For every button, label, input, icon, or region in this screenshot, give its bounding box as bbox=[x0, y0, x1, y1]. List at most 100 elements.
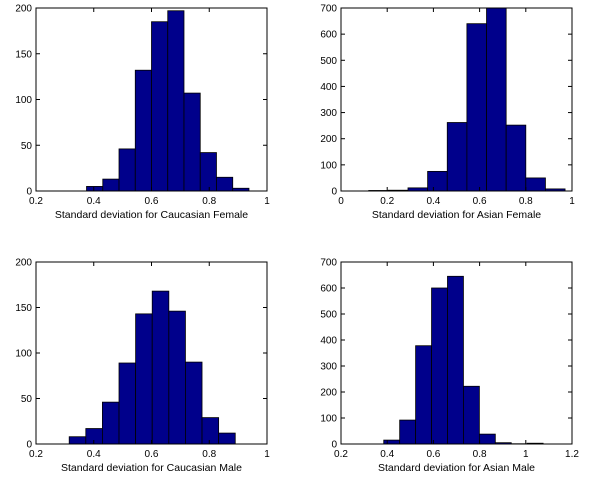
y-tick-label: 50 bbox=[21, 394, 33, 405]
y-tick-label: 700 bbox=[320, 258, 337, 269]
histogram-bar bbox=[118, 148, 136, 192]
y-tick-label: 0 bbox=[331, 187, 337, 198]
x-tick: 0.6 bbox=[145, 8, 159, 207]
x-tick-label: 1 bbox=[264, 196, 270, 207]
y-tick: 0 bbox=[26, 440, 267, 451]
x-tick: 0.2 bbox=[380, 8, 395, 207]
x-tick-label: 1.2 bbox=[565, 449, 579, 460]
y-tick-label: 0 bbox=[331, 440, 337, 451]
y-tick: 400 bbox=[320, 336, 572, 347]
y-tick-label: 100 bbox=[320, 414, 337, 425]
histogram-bar bbox=[151, 21, 169, 192]
x-tick-label: 0 bbox=[338, 196, 344, 207]
x-tick: 0.4 bbox=[426, 8, 441, 207]
x-tick: 1 bbox=[569, 8, 575, 207]
y-tick: 500 bbox=[320, 310, 572, 321]
histogram-bar bbox=[415, 345, 432, 445]
x-tick: 0.2 bbox=[334, 262, 348, 460]
x-tick: 0.4 bbox=[87, 8, 101, 207]
x-tick-label: 0.6 bbox=[145, 196, 159, 207]
x-tick: 0.6 bbox=[473, 8, 487, 207]
y-tick: 700 bbox=[320, 258, 572, 269]
y-tick-label: 200 bbox=[320, 134, 337, 145]
y-tick: 0 bbox=[331, 187, 572, 198]
x-tick-label: 0.2 bbox=[334, 449, 348, 460]
y-tick: 300 bbox=[320, 362, 572, 373]
x-tick: 0.8 bbox=[202, 262, 217, 460]
y-tick: 100 bbox=[320, 414, 572, 425]
y-tick-label: 600 bbox=[320, 284, 337, 295]
x-tick-label: 0.2 bbox=[380, 196, 394, 207]
x-tick-label: 1 bbox=[264, 449, 270, 460]
y-tick: 200 bbox=[15, 258, 267, 269]
x-tick-label: 0.6 bbox=[473, 196, 487, 207]
x-tick: 0.4 bbox=[87, 262, 101, 460]
y-tick: 300 bbox=[320, 108, 572, 119]
histogram-bar bbox=[134, 69, 152, 192]
y-tick: 100 bbox=[320, 160, 572, 171]
histogram-caucasian-male: 0.2 0.4 0.6 0.8 1 0 50 100 150 200 Standard deviat… bbox=[15, 258, 270, 475]
x-tick-label: 1 bbox=[523, 449, 529, 460]
histogram-bar bbox=[135, 313, 153, 445]
histogram-asian-male: 0.2 0.4 0.6 0.8 1 1.2 0 100 200 300 400 500 600 700 St… bbox=[320, 258, 579, 475]
x-axis-label: Standard deviation for Caucasian Female bbox=[55, 209, 248, 221]
x-tick: 0.4 bbox=[380, 262, 395, 460]
x-tick: 0.8 bbox=[519, 8, 533, 207]
y-tick: 200 bbox=[15, 4, 267, 15]
y-tick-label: 200 bbox=[320, 388, 337, 399]
x-tick: 0.6 bbox=[426, 262, 441, 460]
y-tick-label: 0 bbox=[26, 187, 32, 198]
histogram-bar bbox=[218, 432, 236, 445]
y-tick: 100 bbox=[15, 349, 267, 360]
histogram-bar bbox=[183, 92, 201, 192]
x-tick-label: 0.4 bbox=[426, 196, 440, 207]
histogram-bar bbox=[118, 362, 137, 445]
y-tick: 400 bbox=[320, 82, 572, 93]
x-tick: 1 bbox=[264, 8, 270, 207]
y-tick-label: 150 bbox=[15, 49, 32, 60]
y-tick-label: 50 bbox=[21, 141, 33, 152]
histogram-caucasian-female: 0.2 0.4 0.6 0.8 1 0 50 100 150 200 Standard deviat… bbox=[15, 4, 270, 222]
x-tick: 0.6 bbox=[145, 262, 159, 460]
y-tick-label: 500 bbox=[320, 310, 337, 321]
y-tick: 0 bbox=[331, 440, 572, 451]
y-tick-label: 400 bbox=[320, 82, 337, 93]
y-tick-label: 300 bbox=[320, 362, 337, 373]
x-tick-label: 0.2 bbox=[29, 449, 43, 460]
histogram-bar bbox=[447, 275, 464, 445]
histogram-bar bbox=[185, 361, 203, 445]
histogram-bar bbox=[201, 417, 220, 445]
y-tick: 100 bbox=[15, 95, 267, 106]
y-tick: 200 bbox=[320, 388, 572, 399]
y-tick: 50 bbox=[21, 394, 267, 405]
x-tick: 1.2 bbox=[565, 262, 579, 460]
y-tick: 500 bbox=[320, 56, 572, 67]
y-tick-label: 500 bbox=[320, 56, 337, 67]
axes-frame bbox=[340, 261, 573, 445]
histogram-asian-female: 0 0.2 0.4 0.6 0.8 1 0 100 200 300 400 500 600 700 Stan… bbox=[320, 4, 575, 222]
x-tick: 1 bbox=[523, 262, 529, 460]
histogram-bar bbox=[478, 433, 496, 445]
histogram-bar bbox=[86, 186, 104, 192]
histogram-bar bbox=[102, 401, 120, 445]
y-tick: 600 bbox=[320, 284, 572, 295]
histogram-bar bbox=[216, 176, 234, 192]
histogram-bar bbox=[486, 7, 507, 192]
y-tick-label: 200 bbox=[15, 4, 32, 15]
histogram-bar bbox=[102, 178, 120, 192]
x-axis-label: Standard deviation for Asian Female bbox=[372, 209, 541, 221]
histogram-bar bbox=[446, 122, 468, 192]
y-tick-label: 200 bbox=[15, 258, 32, 269]
histogram-bar bbox=[525, 177, 546, 192]
y-tick-label: 400 bbox=[320, 336, 337, 347]
x-tick-label: 0.8 bbox=[202, 196, 216, 207]
histogram-bar bbox=[466, 23, 487, 192]
x-tick: 0.2 bbox=[29, 262, 43, 460]
x-tick-label: 0.8 bbox=[473, 449, 487, 460]
y-tick-label: 100 bbox=[320, 160, 337, 171]
y-tick-label: 700 bbox=[320, 4, 337, 15]
x-tick: 0.2 bbox=[29, 8, 43, 207]
histogram-bar bbox=[168, 310, 186, 445]
x-tick-label: 0.8 bbox=[519, 196, 533, 207]
